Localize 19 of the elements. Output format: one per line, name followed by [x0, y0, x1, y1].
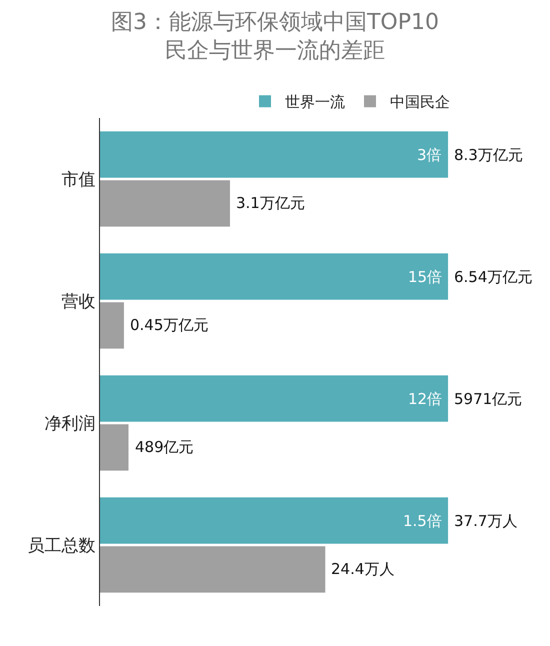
legend-label: 中国民企	[390, 93, 450, 112]
chart-title: 图3：能源与环保领域中国TOP10 民企与世界一流的差距	[110, 10, 440, 64]
legend-label: 世界一流	[285, 93, 345, 112]
annotation: 1.5倍	[403, 512, 442, 530]
data-label: 24.4万人	[331, 560, 394, 578]
y-tick-label: 市值	[62, 170, 96, 190]
data-label: 6.54万亿元	[454, 268, 532, 286]
annotation: 12倍	[408, 390, 442, 408]
data-label: 0.45万亿元	[130, 316, 208, 334]
data-label: 3.1万亿元	[236, 194, 305, 212]
data-label: 37.7万人	[454, 512, 518, 530]
annotation: 15倍	[408, 268, 442, 286]
data-label: 489亿元	[135, 438, 194, 456]
y-tick-label: 净利润	[44, 414, 96, 434]
data-label: 8.3万亿元	[454, 146, 523, 164]
annotation: 3倍	[417, 146, 442, 164]
y-tick-label: 员工总数	[28, 536, 96, 556]
y-tick-label: 营收	[62, 292, 96, 312]
data-label: 5971亿元	[454, 390, 522, 408]
